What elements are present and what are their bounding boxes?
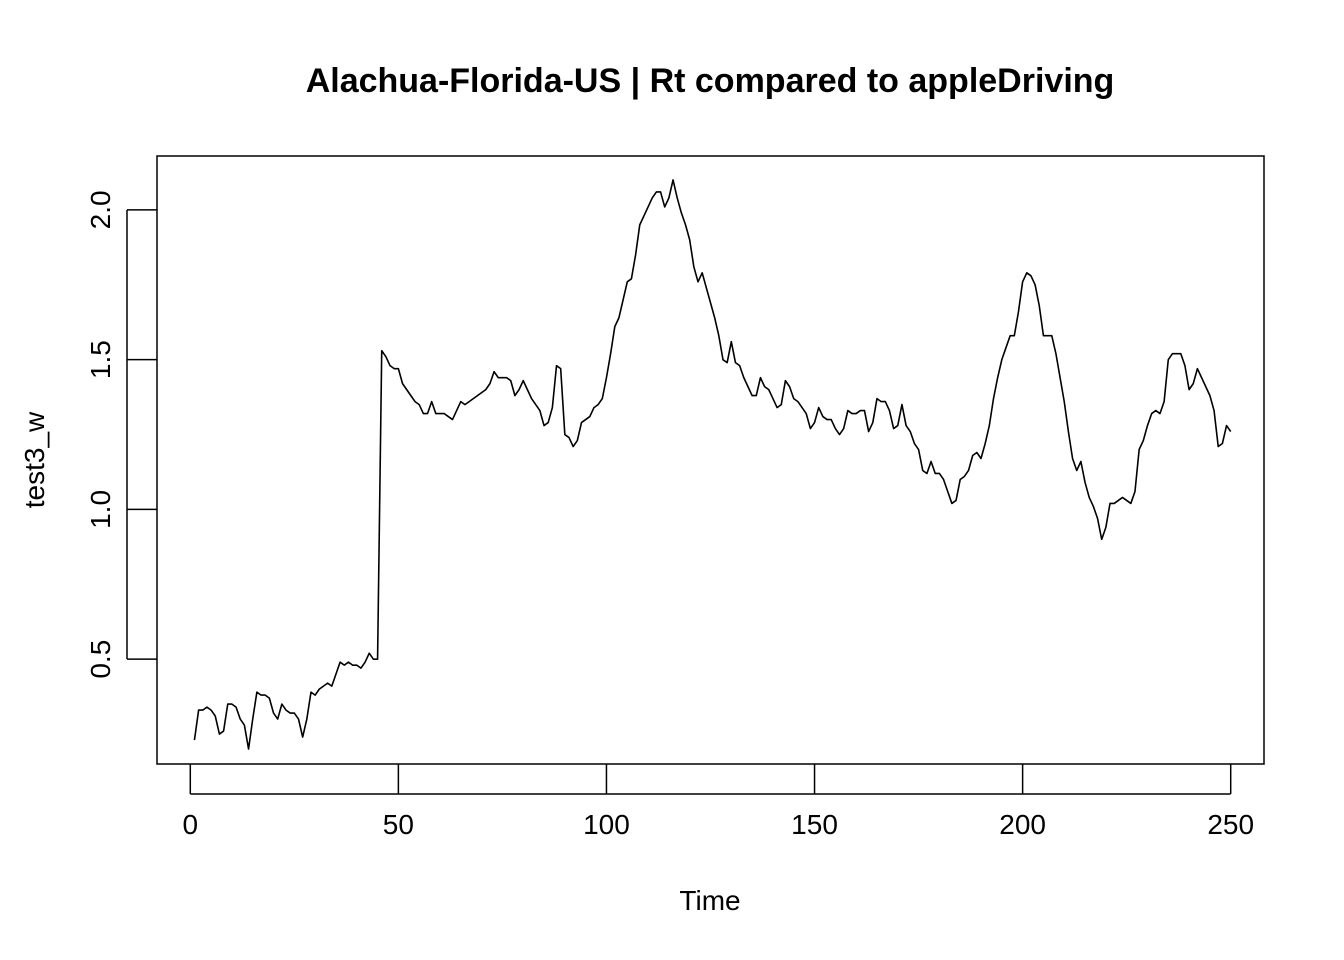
y-tick-label: 1.5 [85,340,116,379]
x-tick-label: 0 [183,809,199,840]
x-axis-label: Time [679,885,740,916]
y-axis: 0.5 1.0 1.5 2.0 [85,190,157,679]
x-axis: 0 50 100 150 200 250 [183,764,1254,840]
y-axis-label: test3_w [19,411,50,508]
x-tick-label: 250 [1207,809,1254,840]
x-tick-label: 200 [999,809,1046,840]
y-tick-label: 0.5 [85,640,116,679]
y-tick-label: 1.0 [85,490,116,529]
x-tick-label: 50 [383,809,414,840]
chart-title: Alachua-Florida-US | Rt compared to appl… [306,62,1115,100]
plot-frame [156,155,1265,765]
x-tick-label: 150 [791,809,838,840]
y-tick-label: 2.0 [85,190,116,229]
x-tick-label: 100 [583,809,630,840]
series-line [193,179,1232,750]
